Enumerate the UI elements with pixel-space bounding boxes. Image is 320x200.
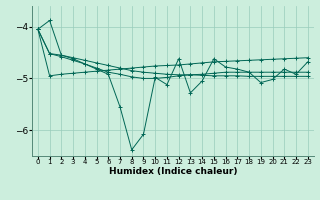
X-axis label: Humidex (Indice chaleur): Humidex (Indice chaleur) — [108, 167, 237, 176]
